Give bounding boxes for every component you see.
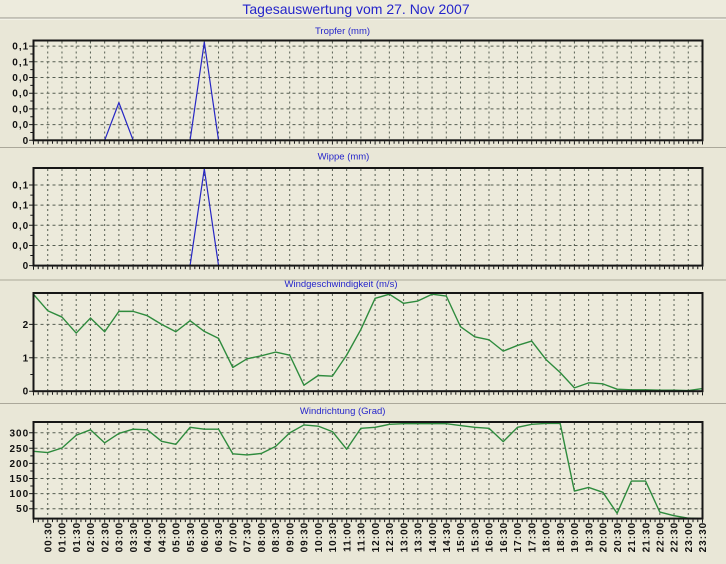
svg-text:15:00: 15:00 [456, 522, 467, 553]
svg-text:16:00: 16:00 [485, 522, 496, 553]
svg-text:03:00: 03:00 [115, 522, 126, 553]
svg-text:250: 250 [10, 444, 30, 455]
svg-text:08:30: 08:30 [271, 522, 282, 553]
svg-text:04:00: 04:00 [143, 522, 154, 553]
svg-text:06:30: 06:30 [214, 522, 225, 553]
svg-text:15:30: 15:30 [470, 522, 481, 553]
svg-text:Tagesauswertung vom 27. Nov 20: Tagesauswertung vom 27. Nov 2007 [242, 1, 469, 17]
svg-text:0,0: 0,0 [12, 73, 29, 84]
svg-text:09:30: 09:30 [300, 522, 311, 553]
svg-text:Wippe (mm): Wippe (mm) [318, 151, 370, 162]
svg-text:22:00: 22:00 [656, 522, 667, 553]
svg-text:07:30: 07:30 [243, 522, 254, 553]
svg-text:0,0: 0,0 [12, 221, 29, 232]
svg-text:200: 200 [10, 459, 30, 470]
svg-text:11:30: 11:30 [357, 522, 368, 552]
svg-text:50: 50 [16, 504, 29, 515]
svg-text:Tropfer (mm): Tropfer (mm) [315, 26, 370, 37]
svg-text:13:00: 13:00 [399, 522, 410, 553]
svg-text:14:30: 14:30 [442, 522, 453, 553]
svg-text:20:30: 20:30 [613, 522, 624, 553]
svg-text:08:00: 08:00 [257, 522, 268, 553]
svg-text:00:30: 00:30 [43, 522, 54, 553]
svg-text:13:30: 13:30 [414, 522, 425, 553]
svg-text:150: 150 [10, 474, 30, 485]
svg-text:21:00: 21:00 [627, 522, 638, 553]
svg-text:23:30: 23:30 [698, 522, 709, 553]
svg-text:14:00: 14:00 [428, 522, 439, 553]
svg-text:22:30: 22:30 [670, 522, 681, 553]
svg-text:21:30: 21:30 [641, 522, 652, 553]
svg-text:04:30: 04:30 [157, 522, 168, 553]
svg-text:05:00: 05:00 [172, 522, 183, 553]
svg-text:17:00: 17:00 [513, 522, 524, 553]
svg-text:19:00: 19:00 [570, 522, 581, 553]
svg-text:17:30: 17:30 [527, 522, 538, 553]
svg-text:09:00: 09:00 [285, 522, 296, 553]
svg-text:300: 300 [10, 428, 30, 439]
svg-text:18:00: 18:00 [542, 522, 553, 553]
svg-text:18:30: 18:30 [556, 522, 567, 553]
svg-text:2: 2 [23, 320, 30, 331]
svg-text:Windgeschwindigkeit (m/s): Windgeschwindigkeit (m/s) [285, 279, 398, 290]
svg-text:0,0: 0,0 [12, 104, 29, 115]
svg-text:10:00: 10:00 [314, 522, 325, 553]
svg-text:20:00: 20:00 [599, 522, 610, 553]
svg-text:05:30: 05:30 [186, 522, 197, 553]
svg-text:23:00: 23:00 [684, 522, 695, 553]
svg-text:11:00: 11:00 [342, 522, 353, 552]
svg-text:0,1: 0,1 [12, 57, 29, 68]
svg-text:0,0: 0,0 [12, 241, 29, 252]
svg-text:100: 100 [10, 489, 30, 500]
svg-text:16:30: 16:30 [499, 522, 510, 553]
svg-text:02:30: 02:30 [100, 522, 111, 553]
svg-text:0,1: 0,1 [12, 181, 29, 192]
svg-text:0,1: 0,1 [12, 201, 29, 212]
svg-text:19:30: 19:30 [584, 522, 595, 553]
svg-text:02:00: 02:00 [86, 522, 97, 553]
svg-text:07:00: 07:00 [228, 522, 239, 553]
svg-text:0: 0 [23, 387, 30, 398]
svg-text:10:30: 10:30 [328, 522, 339, 553]
svg-text:06:00: 06:00 [200, 522, 211, 553]
svg-text:0: 0 [23, 261, 30, 272]
svg-text:12:00: 12:00 [371, 522, 382, 553]
svg-text:01:30: 01:30 [72, 522, 83, 553]
svg-text:1: 1 [23, 353, 30, 364]
svg-text:0,1: 0,1 [12, 42, 29, 53]
svg-text:0,0: 0,0 [12, 89, 29, 100]
svg-text:0: 0 [23, 136, 30, 147]
svg-text:12:30: 12:30 [385, 522, 396, 553]
svg-text:03:30: 03:30 [129, 522, 140, 553]
svg-text:0,0: 0,0 [12, 120, 29, 131]
svg-text:Windrichtung (Grad): Windrichtung (Grad) [300, 406, 386, 417]
svg-text:01:00: 01:00 [58, 522, 69, 553]
